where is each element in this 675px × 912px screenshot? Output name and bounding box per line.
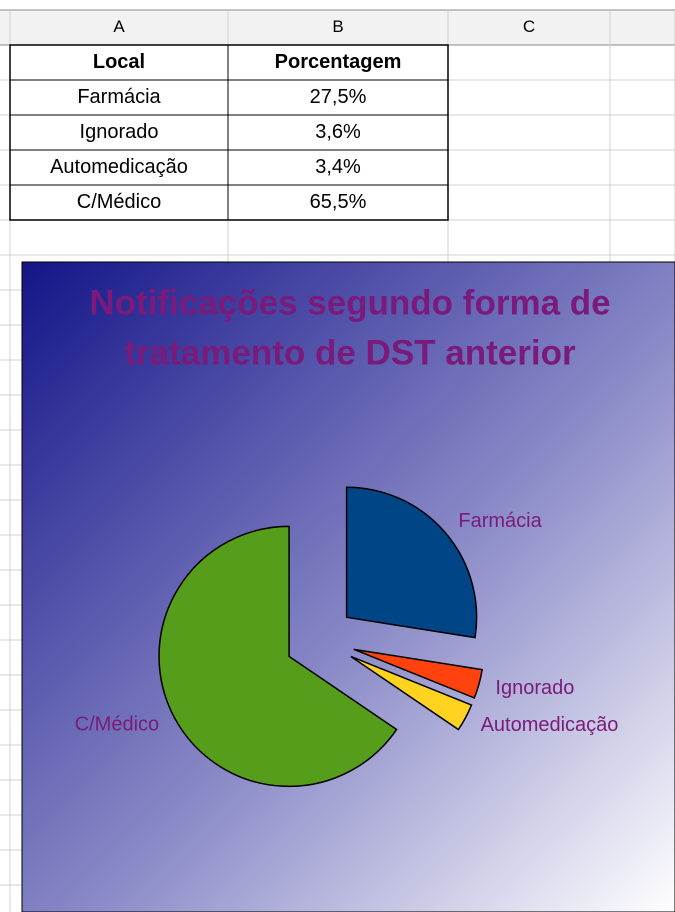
- table-cell: Automedicação: [50, 156, 188, 178]
- column-header-bar: [0, 10, 675, 45]
- column-header: A: [113, 17, 125, 36]
- table-cell: 3,4%: [315, 156, 361, 178]
- slice-label: C/Médico: [75, 713, 159, 735]
- column-header: C: [523, 17, 535, 36]
- slice-label: Farmácia: [458, 510, 542, 532]
- table-cell: 65,5%: [310, 191, 367, 213]
- pie-slice: [353, 648, 483, 699]
- chart-title: tratamento de DST anterior: [124, 333, 576, 372]
- table-cell: Farmácia: [77, 86, 161, 108]
- table-header-cell: Local: [93, 51, 145, 73]
- slice-label: Automedicação: [481, 714, 619, 736]
- cells: A B C Local Porcentagem Farmácia 27,5% Ignorado…: [9, 17, 535, 221]
- table-cell: 27,5%: [310, 86, 367, 108]
- pie-slice: [350, 655, 473, 731]
- table-cell: C/Médico: [77, 191, 161, 213]
- pie: Farmácia Ignorado Automedicação C/Médico: [75, 486, 619, 788]
- pie-slice: [158, 525, 398, 788]
- chart-title: Notificações segundo forma de: [89, 283, 610, 322]
- table-header-cell: Porcentagem: [275, 51, 402, 73]
- pie-slice: [345, 486, 478, 639]
- column-header: B: [332, 17, 343, 36]
- table-cell: Ignorado: [80, 121, 159, 143]
- slice-label: Ignorado: [495, 677, 574, 699]
- table-border: [9, 44, 449, 221]
- table-cell: 3,6%: [315, 121, 361, 143]
